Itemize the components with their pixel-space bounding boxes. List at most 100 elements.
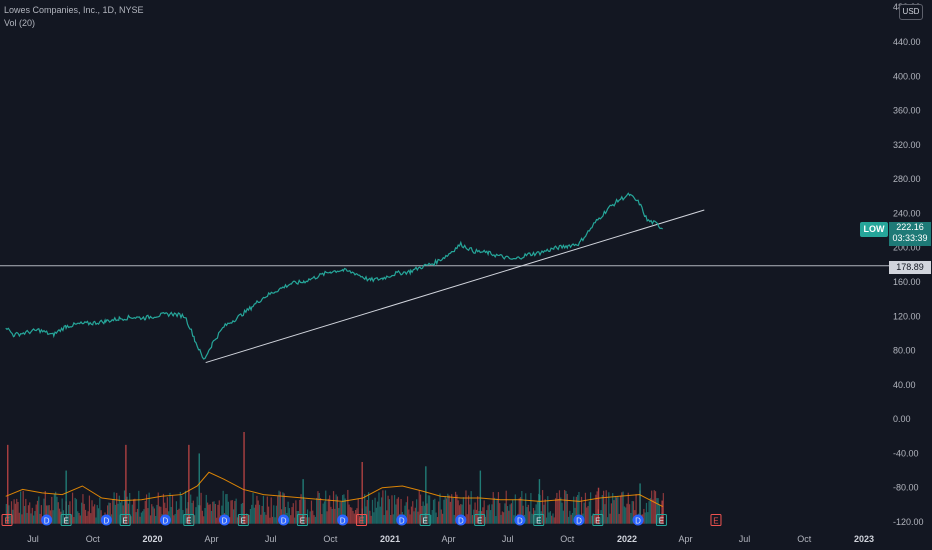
- volume-bar: [205, 494, 207, 524]
- event-badge-label: E: [186, 517, 191, 526]
- volume-bar: [513, 515, 515, 524]
- volume-bar: [608, 492, 610, 524]
- volume-bar: [244, 515, 246, 524]
- volume-bar: [566, 493, 568, 524]
- volume-bar: [543, 504, 545, 524]
- volume-bar: [340, 501, 342, 524]
- volume-bar: [574, 507, 576, 524]
- volume-spike: [661, 500, 663, 524]
- volume-bar: [308, 517, 310, 524]
- volume-bar: [91, 500, 93, 524]
- volume-bar: [143, 509, 145, 524]
- event-badge-label: D: [517, 517, 523, 526]
- volume-bar: [565, 491, 567, 524]
- event-badge-label: E: [422, 517, 427, 526]
- volume-bar: [412, 501, 414, 524]
- volume-bar: [66, 515, 68, 524]
- volume-bar: [58, 508, 61, 524]
- volume-bar: [453, 514, 455, 524]
- volume-bar: [287, 501, 289, 524]
- volume-bar: [73, 517, 75, 524]
- volume-bar: [649, 497, 651, 524]
- volume-spike: [243, 432, 245, 524]
- volume-bar: [460, 504, 462, 524]
- volume-bar: [253, 507, 255, 524]
- time-axis-label: 2022: [617, 534, 637, 544]
- currency-button[interactable]: USD: [899, 4, 923, 20]
- volume-bar: [278, 490, 280, 524]
- price-axis-label: 200.00: [893, 243, 921, 253]
- volume-bar: [347, 489, 349, 524]
- earnings-badge: E: [474, 514, 486, 526]
- volume-spike: [361, 462, 363, 524]
- volume-bar: [540, 511, 542, 524]
- event-badge-label: E: [359, 517, 364, 526]
- volume-bar: [195, 507, 197, 524]
- volume-bar: [462, 497, 464, 524]
- volume-bar: [430, 514, 432, 524]
- volume-bar: [282, 492, 284, 524]
- volume-bar: [434, 498, 436, 524]
- dividend-marker: [100, 514, 112, 526]
- volume-bar: [218, 500, 220, 524]
- volume-bar: [79, 515, 81, 524]
- volume-spike: [425, 466, 427, 524]
- volume-indicator-label[interactable]: Vol (20): [4, 18, 36, 28]
- volume-bar: [184, 490, 187, 524]
- volume-bar: [135, 512, 137, 524]
- price-axis-label: -40.00: [893, 448, 919, 458]
- volume-bar: [414, 507, 416, 524]
- volume-spike: [302, 479, 304, 524]
- volume-bar: [34, 511, 36, 524]
- volume-bar: [299, 499, 301, 524]
- volume-bar: [364, 494, 366, 524]
- volume-bar: [114, 504, 117, 524]
- volume-bar: [435, 512, 437, 524]
- price-axis: 480.00440.00400.00360.00320.00280.00240.…: [893, 2, 924, 527]
- symbol-price-badge: LOW: [860, 222, 888, 237]
- volume-bar: [147, 508, 149, 524]
- dividend-badge: D: [159, 514, 171, 526]
- volume-bar: [330, 506, 332, 524]
- volume-bar: [526, 507, 528, 524]
- bar-countdown: 03:33:39: [892, 233, 928, 243]
- earnings-badge: E: [296, 514, 308, 526]
- volume-bar: [145, 494, 148, 524]
- time-axis-label: Jul: [27, 534, 39, 544]
- volume-bar: [216, 517, 218, 524]
- volume-bar: [409, 514, 411, 524]
- volume-bar: [527, 504, 529, 524]
- volume-bar: [174, 513, 176, 524]
- time-axis-label: Apr: [441, 534, 455, 544]
- volume-bar: [134, 498, 136, 524]
- dividend-marker: [573, 514, 585, 526]
- last-price: 222.16: [896, 222, 924, 232]
- volume-bar: [181, 495, 183, 524]
- volume-bar: [57, 502, 59, 524]
- volume-bar: [342, 495, 344, 524]
- volume-bar: [118, 495, 120, 524]
- volume-bar: [33, 515, 35, 524]
- volume-bar: [332, 491, 335, 524]
- volume-bar: [391, 495, 393, 524]
- volume-bar: [300, 494, 302, 524]
- volume-bar: [30, 513, 32, 524]
- volume-bar: [190, 494, 192, 524]
- volume-bar: [588, 501, 590, 524]
- symbol-title[interactable]: Lowes Companies, Inc., 1D, NYSE: [4, 5, 144, 15]
- volume-bar: [260, 514, 262, 524]
- volume-bar: [619, 495, 622, 524]
- volume-bar: [625, 507, 627, 524]
- volume-bar: [578, 491, 580, 524]
- volume-bar: [632, 501, 635, 524]
- volume-bar: [293, 517, 296, 524]
- time-axis-label: Oct: [323, 534, 338, 544]
- price-axis-label: 240.00: [893, 208, 921, 218]
- dividend-marker: [396, 514, 408, 526]
- volume-bar: [155, 516, 157, 524]
- volume-bar: [388, 499, 390, 524]
- volume-bar: [305, 517, 307, 524]
- volume-bar: [610, 503, 613, 524]
